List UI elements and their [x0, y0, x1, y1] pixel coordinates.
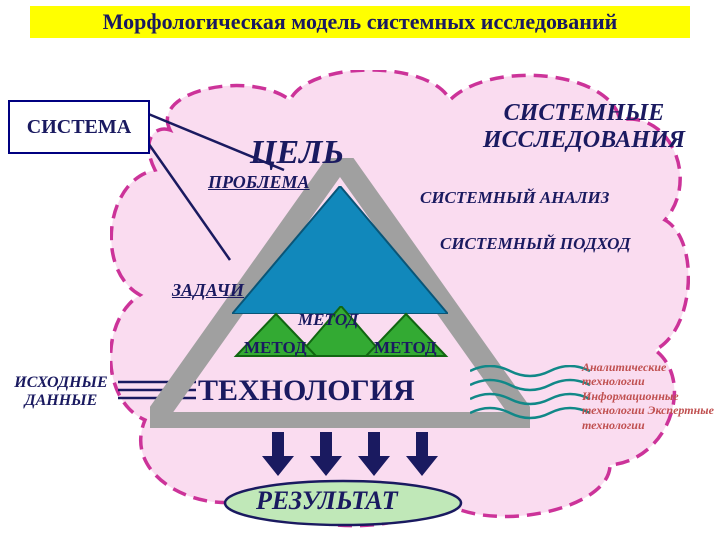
goal-label: ЦЕЛЬ — [250, 134, 344, 172]
tech-list: Аналитические технологии Информационные … — [582, 360, 720, 432]
tech-label: ТЕХНОЛОГИЯ — [198, 374, 415, 408]
source-label: ИСХОДНЫЕ ДАННЫЕ — [14, 374, 107, 409]
system-box: СИСТЕМА — [8, 100, 150, 154]
sys-analysis-label: СИСТЕМНЫЙ АНАЛИЗ — [420, 188, 609, 208]
tasks-label: ЗАДАЧИ — [172, 280, 244, 301]
research-label: СИСТЕМНЫЕ ИССЛЕДОВАНИЯ — [448, 100, 720, 154]
down-arrows — [254, 432, 444, 478]
method-right: МЕТОД — [374, 338, 437, 358]
problem-label: ПРОБЛЕМА — [208, 172, 310, 193]
sys-approach-label: СИСТЕМНЫЙ ПОДХОД — [440, 234, 631, 254]
method-top: МЕТОД — [298, 310, 358, 330]
tech-waves — [470, 365, 600, 425]
method-left: МЕТОД — [244, 338, 307, 358]
source-box: ИСХОДНЫЕ ДАННЫЕ — [4, 374, 118, 418]
inner-triangle — [232, 186, 448, 314]
result-label: РЕЗУЛЬТАТ — [256, 486, 398, 516]
system-label: СИСТЕМА — [27, 116, 131, 139]
